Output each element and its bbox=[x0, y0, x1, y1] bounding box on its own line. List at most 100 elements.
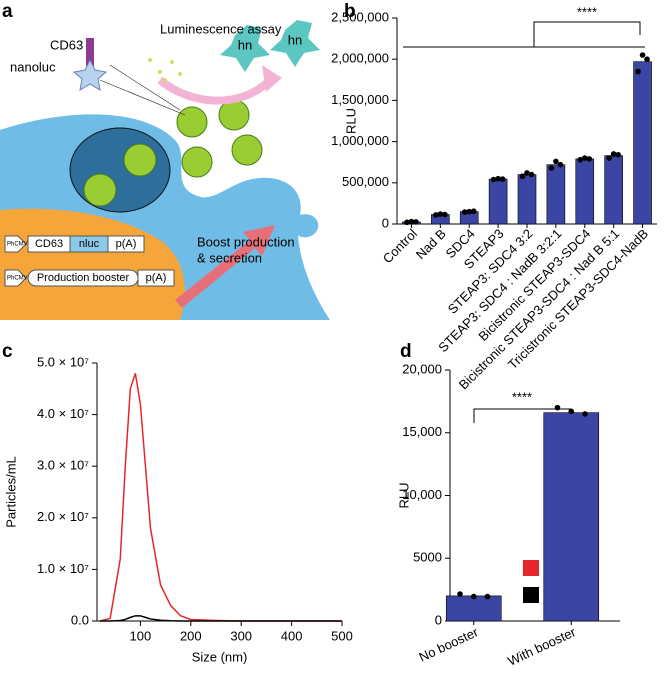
pointer bbox=[99, 79, 186, 116]
diagram: Luminescence assay CD63 nanoluc hn hn Ph… bbox=[0, 20, 330, 320]
replicate-dot bbox=[586, 156, 593, 162]
significance: **** bbox=[512, 389, 532, 404]
replicate-dot bbox=[490, 176, 497, 183]
bar bbox=[543, 412, 600, 622]
x-axis-label: Size (nm) bbox=[192, 649, 248, 664]
replicate-dot bbox=[644, 56, 650, 62]
replicate-dot bbox=[461, 209, 468, 215]
x-tick-label: No booster bbox=[416, 624, 481, 665]
replicate-dot bbox=[610, 151, 617, 157]
x-tick-label: Control bbox=[380, 226, 420, 266]
y-tick-label: 0 bbox=[382, 215, 389, 230]
bar bbox=[517, 174, 537, 225]
y-tick-label: 1,500,000 bbox=[331, 92, 389, 107]
panel-label: a bbox=[2, 1, 13, 22]
bar bbox=[575, 158, 595, 225]
pointer bbox=[109, 64, 181, 111]
x-tick-label: 400 bbox=[281, 628, 303, 643]
y-tick-label: 2,500,000 bbox=[331, 9, 389, 24]
replicate-dot bbox=[554, 404, 561, 411]
flow-arrow bbox=[157, 76, 273, 105]
x-tick-label: 100 bbox=[130, 628, 152, 643]
x-tick-label: 300 bbox=[230, 628, 252, 643]
label: p(A) bbox=[116, 238, 137, 250]
endosome bbox=[69, 127, 171, 213]
y-axis-label: RLU bbox=[396, 482, 411, 508]
bar bbox=[604, 155, 623, 225]
y-tick-label: 1.0 × 10⁷ bbox=[37, 561, 89, 576]
panel-label: c bbox=[2, 341, 13, 362]
replicate-dot bbox=[413, 219, 419, 225]
bar bbox=[546, 164, 566, 225]
legend-swatch bbox=[523, 587, 539, 603]
y-tick-label: 2.0 × 10⁷ bbox=[37, 509, 89, 524]
x-tick-label: With booster bbox=[505, 624, 578, 669]
replicate-dot bbox=[466, 208, 473, 215]
label: nluc bbox=[79, 238, 100, 250]
replicate-dot bbox=[528, 171, 535, 178]
x-tick-label: 500 bbox=[331, 628, 353, 643]
label: PhCMV bbox=[7, 242, 28, 248]
replicate-dot bbox=[495, 175, 501, 182]
label: CD63 bbox=[50, 37, 83, 52]
boost-arrow bbox=[175, 225, 275, 308]
vesicles bbox=[83, 99, 263, 207]
replicate-dot bbox=[484, 593, 491, 600]
label: hn bbox=[238, 37, 252, 52]
significance: **** bbox=[577, 4, 597, 19]
part bbox=[137, 269, 175, 287]
replicate-dot bbox=[548, 165, 555, 171]
replicate-dot bbox=[442, 211, 448, 218]
y-tick-label: 500,000 bbox=[342, 174, 389, 189]
replicate-dot bbox=[437, 211, 444, 217]
cd63-protein bbox=[86, 38, 94, 66]
line-series bbox=[100, 615, 342, 622]
legend-swatch bbox=[523, 560, 539, 576]
replicate-dot bbox=[639, 52, 646, 58]
bar bbox=[633, 61, 652, 225]
replicate-dot bbox=[615, 151, 621, 158]
replicate-dot bbox=[553, 158, 559, 165]
replicate-dot bbox=[582, 411, 588, 417]
replicate-dot bbox=[635, 68, 641, 75]
replicate-dot bbox=[457, 591, 463, 597]
label: CD63 bbox=[35, 238, 63, 250]
star bbox=[270, 20, 320, 67]
panel-label: b bbox=[344, 1, 356, 22]
y-tick-label: 5.0 × 10⁷ bbox=[37, 354, 89, 369]
label: PhCMV bbox=[7, 276, 28, 282]
x-tick-label: 200 bbox=[180, 628, 202, 643]
promoter-2 bbox=[4, 269, 27, 287]
label: Production booster bbox=[37, 272, 130, 284]
line-series bbox=[99, 373, 342, 622]
bar bbox=[445, 595, 502, 622]
label: p(A) bbox=[146, 272, 167, 284]
y-tick-label: 5000 bbox=[413, 550, 442, 565]
replicate-dot bbox=[577, 156, 584, 163]
label: Luminescence assay bbox=[160, 21, 282, 36]
replicate-dot bbox=[470, 593, 477, 600]
y-tick-label: 2,000,000 bbox=[331, 51, 389, 66]
bar bbox=[488, 178, 508, 225]
star bbox=[220, 25, 270, 72]
replicate-dot bbox=[581, 155, 588, 161]
y-tick-label: 15,000 bbox=[402, 424, 442, 439]
promoter-1 bbox=[4, 235, 27, 253]
particles bbox=[148, 58, 182, 82]
replicate-dot bbox=[606, 155, 612, 161]
y-tick-label: 0.0 bbox=[71, 612, 89, 627]
replicate-dot bbox=[404, 219, 410, 226]
replicate-dot bbox=[470, 208, 477, 215]
y-tick-label: 0 bbox=[435, 612, 442, 627]
replicate-dot bbox=[524, 170, 530, 176]
y-axis-label: RLU bbox=[343, 108, 358, 134]
y-tick-label: 3.0 × 10⁷ bbox=[37, 458, 89, 473]
part bbox=[107, 235, 145, 253]
replicate-dot bbox=[557, 161, 564, 168]
label: hn bbox=[288, 32, 302, 47]
x-tick-label: Nad B bbox=[413, 226, 449, 262]
replicate-dot bbox=[499, 176, 506, 182]
replicate-dot bbox=[519, 173, 526, 180]
y-tick-label: 4.0 × 10⁷ bbox=[37, 406, 89, 421]
